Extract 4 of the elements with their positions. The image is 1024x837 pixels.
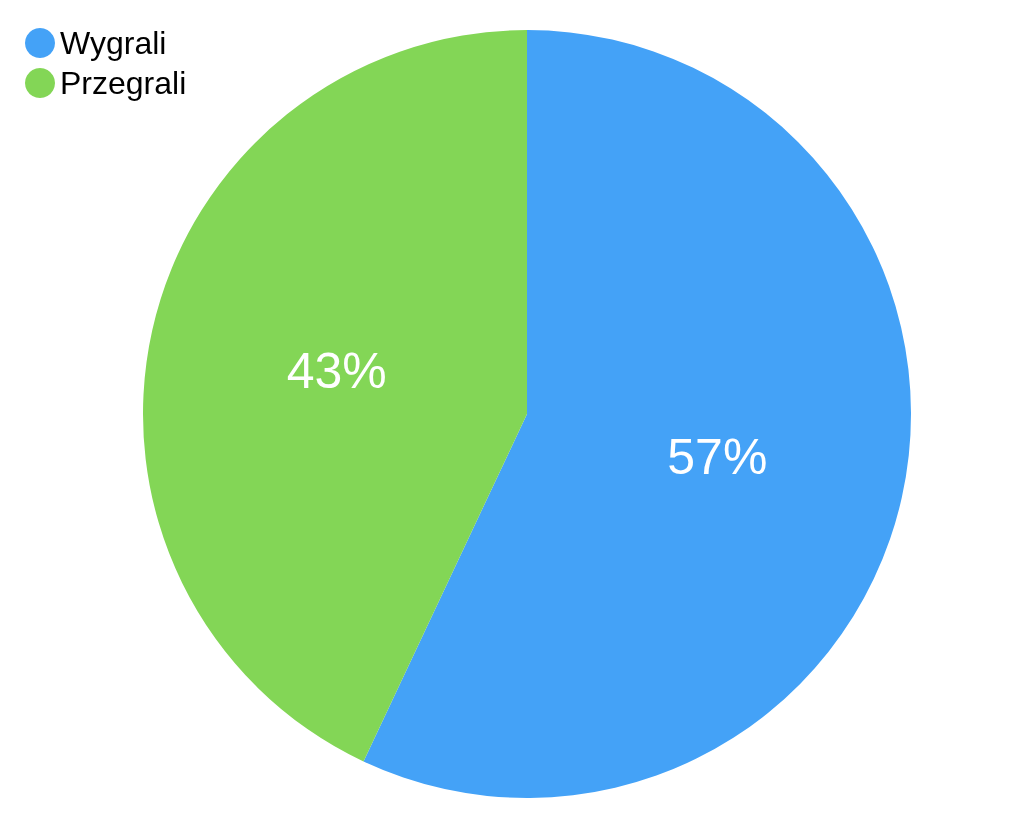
data-label: 43% xyxy=(286,343,387,400)
data-label: 57% xyxy=(667,428,768,485)
legend-label: Przegrali xyxy=(60,65,187,101)
legend-label: Wygrali xyxy=(60,25,167,61)
